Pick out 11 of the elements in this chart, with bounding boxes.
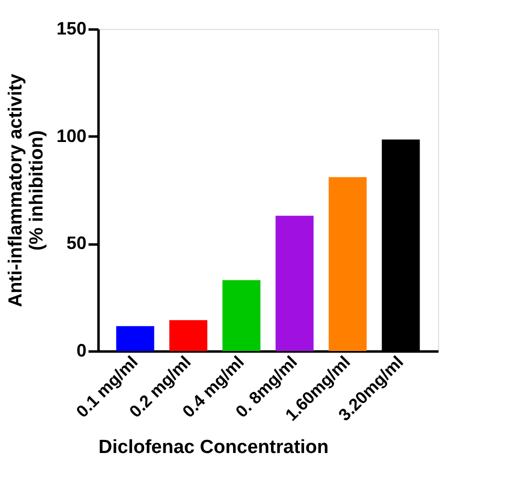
bar [276, 216, 314, 351]
x-axis-title: Diclofenac Concentration [98, 436, 329, 458]
y-tick-label: 50 [66, 233, 86, 254]
y-axis-title: Anti-inflammatory activity (% inhibition) [5, 73, 48, 308]
y-tick-label: 0 [76, 340, 86, 360]
y-tick-label: 100 [56, 126, 86, 146]
y-tick-label: 150 [56, 18, 86, 38]
bar [169, 320, 208, 351]
bar [328, 177, 367, 351]
bar [116, 326, 154, 351]
bar [222, 280, 260, 351]
